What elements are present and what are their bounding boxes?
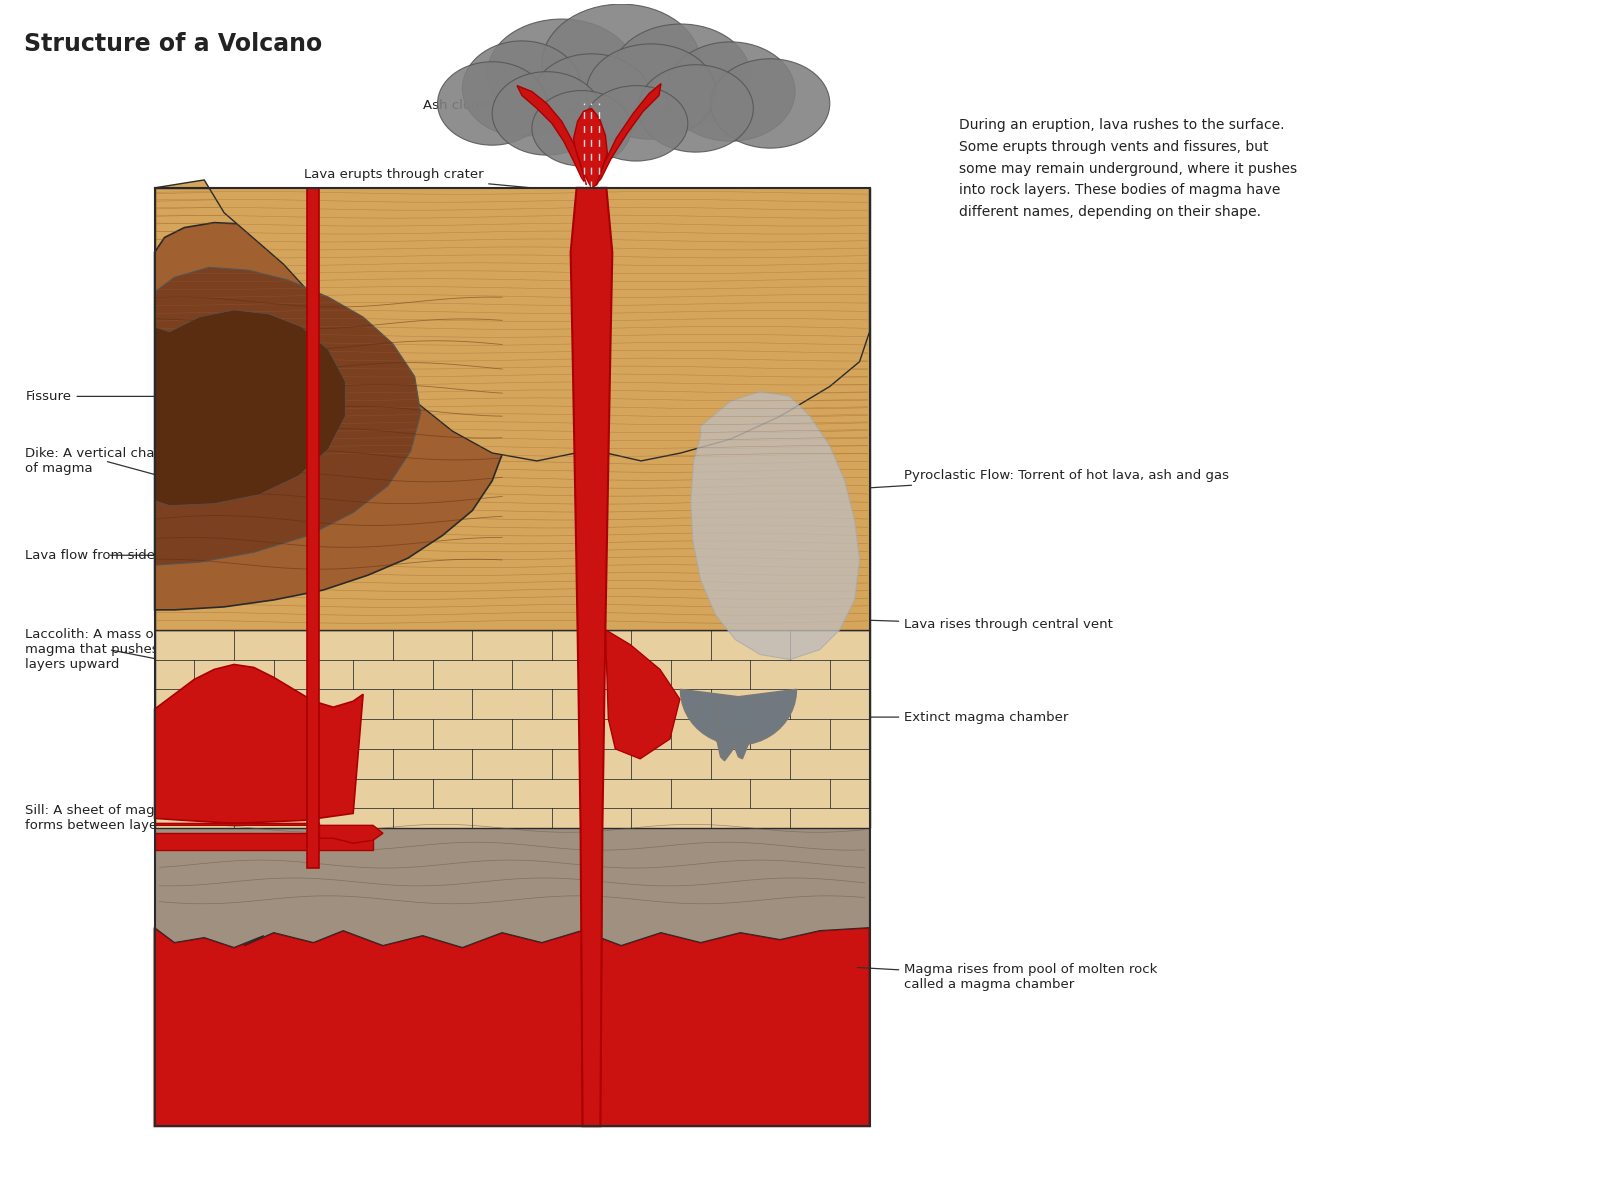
Text: Lava flow from side vent: Lava flow from side vent — [26, 548, 190, 561]
Text: During an eruption, lava rushes to the surface.
Some erupts through vents and fi: During an eruption, lava rushes to the s… — [958, 118, 1298, 219]
Polygon shape — [155, 222, 512, 610]
Polygon shape — [155, 824, 382, 843]
Ellipse shape — [488, 19, 637, 129]
Text: Magma rises from pool of molten rock
called a magma chamber: Magma rises from pool of molten rock cal… — [858, 963, 1158, 992]
Polygon shape — [597, 84, 661, 184]
Ellipse shape — [531, 91, 630, 165]
Polygon shape — [517, 85, 587, 184]
Ellipse shape — [531, 54, 651, 143]
Ellipse shape — [437, 61, 547, 145]
Text: Fissure: Fissure — [26, 390, 157, 403]
Polygon shape — [155, 180, 869, 461]
Ellipse shape — [542, 5, 701, 123]
Polygon shape — [155, 664, 363, 824]
Polygon shape — [155, 188, 869, 630]
Ellipse shape — [584, 85, 688, 161]
Polygon shape — [574, 109, 608, 188]
Polygon shape — [155, 310, 346, 506]
Polygon shape — [680, 689, 797, 761]
Text: Lava erupts through crater: Lava erupts through crater — [304, 169, 530, 188]
Polygon shape — [155, 817, 869, 948]
Text: Lava rises through central vent: Lava rises through central vent — [858, 618, 1114, 631]
Text: Dike: A vertical channel
of magma: Dike: A vertical channel of magma — [26, 447, 184, 475]
Text: Laccolith: A mass of
magma that pushes rock
layers upward: Laccolith: A mass of magma that pushes r… — [26, 628, 192, 671]
Ellipse shape — [638, 65, 754, 152]
Polygon shape — [155, 630, 869, 829]
Ellipse shape — [493, 72, 602, 155]
Text: Structure of a Volcano: Structure of a Volcano — [24, 32, 322, 56]
Text: Pyroclastic Flow: Torrent of hot lava, ash and gas: Pyroclastic Flow: Torrent of hot lava, a… — [858, 469, 1229, 488]
Polygon shape — [691, 391, 859, 660]
Text: Ash cloud: Ash cloud — [422, 99, 547, 112]
Polygon shape — [155, 833, 373, 850]
Ellipse shape — [462, 41, 581, 136]
Polygon shape — [155, 928, 869, 1126]
Text: Sill: A sheet of magma that
forms between layers of rock: Sill: A sheet of magma that forms betwee… — [26, 805, 219, 836]
Text: Extinct magma chamber: Extinct magma chamber — [858, 710, 1069, 723]
Polygon shape — [571, 188, 613, 1126]
Ellipse shape — [587, 44, 715, 139]
Ellipse shape — [666, 41, 795, 141]
Ellipse shape — [611, 24, 750, 128]
Polygon shape — [307, 188, 320, 868]
Polygon shape — [155, 267, 421, 565]
Ellipse shape — [710, 59, 830, 148]
Polygon shape — [605, 630, 680, 759]
